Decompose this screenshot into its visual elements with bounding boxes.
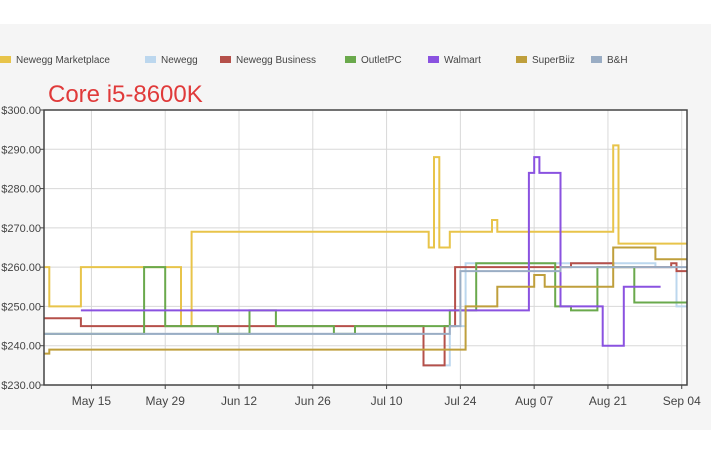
x-tick-label: Jul 24: [444, 394, 476, 408]
chart-panel: Newegg Marketplace Newegg Newegg Business O…: [0, 24, 711, 430]
legend-swatch: [0, 56, 11, 63]
legend-swatch: [220, 56, 231, 63]
legend-label: B&H: [607, 55, 628, 66]
plot-frame: [43, 109, 688, 386]
y-tick-label: $230.00: [1, 380, 41, 392]
legend-swatch: [428, 56, 439, 63]
x-axis: May 15 May 29 Jun 12 Jun 26 Jul 10 Jul 24 Aug …: [72, 385, 701, 408]
price-history-chart: Newegg Marketplace Newegg Newegg Business O…: [0, 55, 701, 408]
y-tick-label: $280.00: [1, 184, 41, 196]
series-line: [44, 262, 687, 335]
legend-swatch: [345, 56, 356, 63]
y-tick-label: $260.00: [1, 262, 41, 274]
y-tick-label: $270.00: [1, 223, 41, 235]
x-tick-label: Aug 07: [515, 394, 553, 408]
legend: Newegg Marketplace Newegg Newegg Business O…: [0, 55, 628, 66]
x-tick-label: May 15: [72, 394, 112, 408]
legend-swatch: [591, 56, 602, 63]
series-line: [44, 266, 687, 335]
y-tick-label: $300.00: [1, 105, 41, 117]
series-line: [44, 246, 687, 355]
legend-label: OutletPC: [361, 55, 402, 66]
y-tick-label: $240.00: [1, 341, 41, 353]
plot-area: [44, 110, 687, 385]
x-tick-label: Jul 10: [371, 394, 403, 408]
x-tick-label: Jun 26: [295, 394, 331, 408]
y-tick-label: $250.00: [1, 301, 41, 313]
series-lines: [44, 144, 687, 367]
y-tick-label: $290.00: [1, 144, 41, 156]
legend-swatch: [516, 56, 527, 63]
legend-label: SuperBiiz: [532, 55, 575, 66]
grid: [44, 109, 687, 386]
legend-label: Newegg: [161, 55, 198, 66]
y-axis: $230.00 $240.00 $250.00 $260.00 $270.00 $280.…: [1, 105, 44, 392]
legend-label: Newegg Business: [236, 55, 316, 66]
legend-label: Walmart: [444, 55, 481, 66]
chart-title: Core i5-8600K: [48, 81, 203, 108]
x-tick-label: Aug 21: [589, 394, 627, 408]
series-line: [80, 156, 661, 347]
x-tick-label: May 29: [146, 394, 186, 408]
legend-swatch: [145, 56, 156, 63]
legend-label: Newegg Marketplace: [16, 55, 110, 66]
x-tick-label: Jun 12: [221, 394, 257, 408]
x-tick-label: Sep 04: [663, 394, 701, 408]
series-line: [44, 144, 687, 328]
